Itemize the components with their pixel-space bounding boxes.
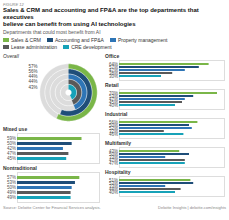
svg-text:44%: 44% xyxy=(28,74,38,80)
svg-text:49%: 49% xyxy=(7,190,16,196)
svg-text:50%: 50% xyxy=(7,185,16,191)
svg-text:30%: 30% xyxy=(109,74,118,79)
html-text:Sales & CRM and accounting and: Sales & CRM and accounting and FP&A are … xyxy=(3,7,199,27)
html-text:Nontraditional: Nontraditional xyxy=(3,165,37,171)
svg-text:46%: 46% xyxy=(109,132,118,137)
svg-text:49%: 49% xyxy=(7,195,16,200)
html-text:Deloitte Insights | deloitte.c: Deloitte Insights | deloitte.com/insight… xyxy=(158,205,226,210)
svg-text:40%: 40% xyxy=(109,103,118,108)
html-text:Hospitality: Hospitality xyxy=(105,169,131,175)
html-text:Accounting and FP&A: Accounting and FP&A xyxy=(55,37,104,43)
svg-text:40%: 40% xyxy=(109,190,118,195)
svg-text:50%: 50% xyxy=(7,141,16,147)
html-text:Source: Deloitte Center for Fi: Source: Deloitte Center for Financial Se… xyxy=(3,205,101,210)
html-text:Mixed use: Mixed use xyxy=(3,126,28,132)
html-text:Departments that could most be: Departments that could most benefit from… xyxy=(3,29,101,35)
html-text:Overall: Overall xyxy=(3,53,19,59)
html-text:Office: Office xyxy=(105,53,120,59)
svg-text:56%: 56% xyxy=(28,69,38,74)
html-text:CRE development: CRE development xyxy=(71,44,112,50)
html-text:Property management: Property management xyxy=(117,37,168,43)
svg-text:47%: 47% xyxy=(109,161,118,166)
svg-text:44%: 44% xyxy=(28,79,38,85)
svg-text:59%: 59% xyxy=(7,136,16,142)
svg-text:57%: 57% xyxy=(28,63,38,69)
html-text:Sales & CRM: Sales & CRM xyxy=(11,37,41,43)
html-text:FIGURE 12: FIGURE 12 xyxy=(3,2,24,7)
html-text:Multifamily: Multifamily xyxy=(105,140,132,146)
html-text:Industrial: Industrial xyxy=(105,111,128,117)
html-text:Retail: Retail xyxy=(105,82,119,88)
svg-text:47%: 47% xyxy=(7,151,16,157)
svg-text:53%: 53% xyxy=(7,180,16,186)
svg-text:45%: 45% xyxy=(7,156,16,161)
html-text:Lease administration: Lease administration xyxy=(11,44,58,50)
svg-text:43%: 43% xyxy=(28,84,37,89)
svg-text:57%: 57% xyxy=(7,175,16,181)
svg-text:42%: 42% xyxy=(7,146,16,152)
